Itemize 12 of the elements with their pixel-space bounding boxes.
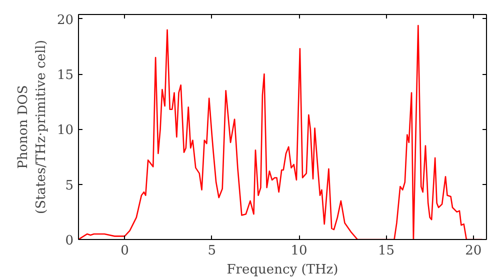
y-tick-label: 20	[56, 12, 74, 28]
x-tick-label: 10	[290, 244, 308, 258]
x-tick-label: 20	[465, 244, 482, 258]
x-tick-label: 15	[378, 244, 395, 258]
y-tick-label: 0	[65, 234, 74, 248]
y-tick-label: 5	[65, 178, 74, 194]
x-axis-title: Frequency (THz)	[226, 262, 338, 278]
x-tick-label: 0	[120, 244, 129, 258]
x-tick-label: 5	[208, 244, 216, 258]
y-tick-label: 10	[56, 123, 74, 138]
y-axis-title: Phonon DOS (States/THz·primitive cell)	[16, 40, 49, 214]
y-tick-label: 15	[56, 68, 74, 84]
